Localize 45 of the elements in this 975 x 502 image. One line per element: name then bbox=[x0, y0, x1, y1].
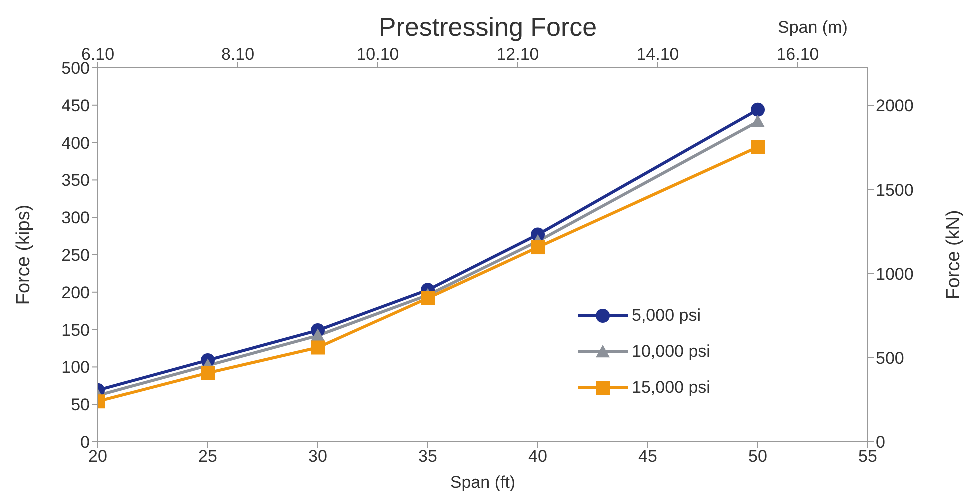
chart-title: Prestressing Force bbox=[378, 12, 598, 42]
y-tick-label: 350 bbox=[62, 171, 90, 190]
y-tick-label: 250 bbox=[62, 246, 90, 266]
y-tick-label: 300 bbox=[62, 208, 90, 228]
y2-tick-label: 0 bbox=[876, 433, 886, 452]
x2-tick-label: 16.10 bbox=[776, 45, 820, 64]
x-tick-label: 20 bbox=[88, 447, 108, 466]
point bbox=[311, 328, 325, 342]
y2-tick-label: 1000 bbox=[876, 264, 914, 284]
legend-label: 15,000 psi bbox=[632, 378, 710, 398]
x-tick-label: 55 bbox=[858, 447, 878, 466]
y-tick-label: 100 bbox=[62, 358, 90, 378]
y-tick-label: 150 bbox=[62, 320, 90, 340]
legend-label: 5,000 psi bbox=[632, 306, 701, 326]
y-tick-label: 450 bbox=[62, 96, 90, 116]
point bbox=[751, 140, 765, 154]
x-tick-label: 25 bbox=[198, 447, 218, 466]
x-tick-label: 45 bbox=[638, 447, 658, 466]
y-tick-label: 400 bbox=[62, 134, 90, 153]
x2-tick-label: 10.10 bbox=[356, 45, 400, 64]
x2-tick-label: 8.10 bbox=[221, 45, 255, 64]
x-tick-label: 40 bbox=[528, 447, 548, 466]
x2-tick-label: 14.10 bbox=[636, 45, 680, 64]
y2-tick-label: 2000 bbox=[876, 96, 914, 116]
point bbox=[531, 240, 545, 255]
point bbox=[201, 366, 215, 380]
x-axis-title: Span (ft) bbox=[450, 473, 516, 492]
point bbox=[421, 291, 435, 306]
point bbox=[311, 340, 325, 355]
x-tick-label: 35 bbox=[418, 447, 438, 466]
y2-tick-label: 500 bbox=[876, 348, 904, 368]
x2-tick-label: 12.10 bbox=[496, 45, 540, 64]
y-axis-title: Force (kips) bbox=[14, 204, 35, 306]
x2-axis-title: Span (m) bbox=[778, 18, 848, 38]
point bbox=[751, 114, 765, 128]
y-tick-label: 50 bbox=[71, 396, 90, 415]
legend-label: 10,000 psi bbox=[632, 342, 710, 362]
y2-axis-title: Force (kN) bbox=[944, 210, 965, 300]
y-tick-label: 200 bbox=[62, 283, 90, 302]
y-tick-label: 500 bbox=[62, 59, 90, 78]
point bbox=[751, 102, 765, 117]
x-tick-label: 50 bbox=[748, 447, 768, 466]
x-tick-label: 30 bbox=[308, 447, 328, 466]
y-tick-label: 0 bbox=[80, 433, 90, 452]
y2-tick-label: 1500 bbox=[876, 180, 914, 200]
